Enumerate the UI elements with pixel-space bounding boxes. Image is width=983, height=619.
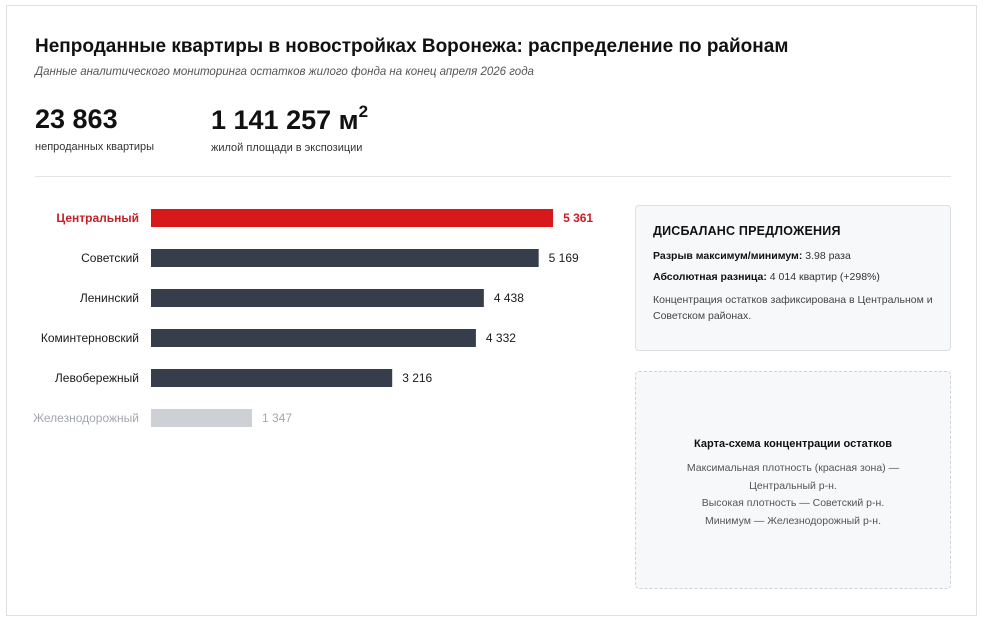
category-label: Железнодорожный xyxy=(33,411,139,425)
kpi-area-label: жилой площади в экспозиции xyxy=(211,142,363,154)
divider xyxy=(35,176,951,177)
kpi-area-unit-exponent: 2 xyxy=(358,102,369,121)
imbalance-card-title: ДИСБАЛАНС ПРЕДЛОЖЕНИЯ xyxy=(653,224,841,238)
map-legend-line-1: Максимальная плотность (красная зона) — xyxy=(686,462,900,474)
value-label: 5 361 xyxy=(563,211,593,225)
kpi-apartments-label: непроданных квартиры xyxy=(35,141,155,153)
page-subtitle: Данные аналитического мониторинга остатк… xyxy=(35,66,534,78)
imbalance-card: ДИСБАЛАНС ПРЕДЛОЖЕНИЯ Разрыв максимум/ми… xyxy=(635,205,951,351)
imbalance-note: Концентрация остатков зафиксирована в Це… xyxy=(653,294,933,322)
category-label: Советский xyxy=(81,251,139,265)
bar-3 xyxy=(151,329,476,347)
gap-value: 3.98 раза xyxy=(802,250,851,262)
kpi-apartments-value: 23 863 xyxy=(35,104,118,134)
value-label: 3 216 xyxy=(402,371,432,385)
diff-label: Абсолютная разница: xyxy=(653,271,767,283)
bar-4 xyxy=(151,369,393,387)
category-label: Левобережный xyxy=(55,371,139,385)
category-label: Коминтерновский xyxy=(41,331,139,345)
diff-value: 4 014 квартир (+298%) xyxy=(766,271,880,283)
map-legend-line-3: Высокая плотность — Советский р-н. xyxy=(701,497,885,509)
value-label: 4 438 xyxy=(494,291,524,305)
report-panel: Непроданные квартиры в новостройках Воро… xyxy=(6,5,977,616)
map-legend-line-2: Центральный р-н. xyxy=(749,479,837,492)
page-title: Непроданные квартиры в новостройках Воро… xyxy=(35,36,789,57)
value-label: 5 169 xyxy=(549,251,579,265)
category-label: Ленинский xyxy=(80,291,139,305)
bar-1 xyxy=(151,249,539,267)
kpi-area-value: 1 141 257 м2 xyxy=(211,102,369,136)
diff-row: Абсолютная разница: 4 014 квартир (+298%… xyxy=(653,271,933,283)
district-bar-chart: Центральный 5 361 Советский 5 169 Ленинский 4… xyxy=(33,209,593,427)
value-label: 1 347 xyxy=(262,411,292,425)
value-label: 4 332 xyxy=(486,331,516,345)
gap-row: Разрыв максимум/минимум: 3.98 раза xyxy=(653,250,933,262)
map-legend: Максимальная плотность (красная зона) — … xyxy=(656,460,930,530)
concentration-map-placeholder: Карта-схема концентрации остатков Максим… xyxy=(635,371,951,589)
kpi-area-number: 1 141 257 м xyxy=(211,105,359,135)
kpi-apartments: 23 863 непроданных квартиры xyxy=(35,104,154,153)
gap-label: Разрыв максимум/минимум: xyxy=(653,250,803,262)
map-legend-line-4: Минимум — Железнодорожный р-н. xyxy=(704,514,882,527)
kpi-area: 1 141 257 м2 жилой площади в экспозиции xyxy=(211,102,369,154)
bar-5 xyxy=(151,409,253,427)
bar-2 xyxy=(151,289,484,307)
map-title: Карта-схема концентрации остатков xyxy=(694,438,892,450)
category-label: Центральный xyxy=(56,211,139,225)
bar-0 xyxy=(151,209,554,227)
